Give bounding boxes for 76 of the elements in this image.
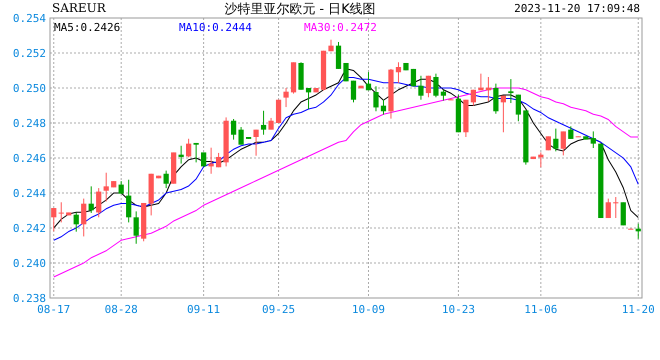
- candlestick: [440, 89, 446, 102]
- candlestick: [306, 88, 312, 110]
- candlestick: [200, 152, 206, 167]
- y-tick-label: 0.240: [12, 256, 46, 270]
- x-tick-label: 09-25: [262, 303, 296, 316]
- candlestick: [178, 145, 184, 164]
- candlestick: [486, 76, 492, 102]
- candlestick: [553, 128, 558, 152]
- candlestick: [568, 126, 574, 140]
- candlestick: [134, 210, 139, 244]
- candlestick: [493, 83, 498, 114]
- candlestick: [343, 62, 349, 82]
- candlestick: [470, 89, 476, 106]
- line-series: [53, 88, 639, 278]
- y-tick-label: 0.246: [12, 152, 46, 165]
- candlestick: [328, 39, 334, 52]
- candlestick: [126, 179, 132, 223]
- text: MA10:0.2444: [179, 20, 252, 34]
- candlestick: [560, 130, 566, 156]
- x-tick-label: 11-06: [524, 303, 558, 316]
- x-tick-label: 10-09: [352, 303, 386, 316]
- x-tick-label: 08-28: [104, 303, 138, 316]
- candlestick: [283, 88, 289, 108]
- candlestick: [164, 170, 169, 189]
- candlestick: [208, 147, 214, 174]
- candlestick: [373, 86, 379, 112]
- x-tick-label: 11-20: [622, 303, 655, 316]
- candlestick: [538, 152, 544, 168]
- candlestick: [216, 152, 222, 168]
- y-tick-label: 0.248: [12, 116, 46, 130]
- candlestick: [546, 136, 551, 151]
- candlestick: [186, 138, 192, 158]
- x-tick-label: 09-11: [187, 303, 220, 316]
- candlestick: [260, 110, 266, 136]
- candlestick: [238, 126, 244, 146]
- candlestick: [380, 99, 386, 116]
- y-tick-label: 0.250: [12, 82, 46, 95]
- candlestick: [350, 80, 356, 103]
- candlestick: [613, 196, 618, 219]
- candlestick: [58, 202, 64, 223]
- candlestick: [118, 180, 124, 194]
- y-tick-label: 0.242: [12, 222, 46, 235]
- y-tick-label: 0.252: [12, 46, 46, 60]
- candlestick: [336, 41, 342, 70]
- candlestick: [590, 130, 596, 149]
- y-tick-label: 0.244: [12, 186, 46, 200]
- candlestick: [606, 198, 611, 219]
- candlestick: [478, 73, 484, 91]
- x-tick-label: 08-17: [37, 303, 70, 316]
- candlestick: [396, 62, 402, 84]
- candlestick: [366, 72, 372, 91]
- candlestick: [253, 129, 259, 156]
- y-tick-label: 0.254: [12, 12, 46, 25]
- candlestick: [620, 202, 626, 226]
- candlestick: [516, 94, 521, 122]
- chart-subtitle: SAREUR: [52, 1, 107, 15]
- candlestick: [418, 75, 424, 100]
- text: MA5:0.2426: [54, 20, 120, 34]
- candlestick: [104, 172, 109, 202]
- candlestick: [88, 186, 94, 214]
- chart-title: 沙特里亚尔欧元 - 日K线图: [224, 2, 376, 17]
- text: MA30:0.2472: [304, 20, 377, 34]
- candlestick: [433, 73, 439, 98]
- candlestick: [500, 95, 506, 133]
- candlestick: [74, 212, 79, 232]
- x-tick-label: 10-23: [442, 303, 475, 316]
- candlestick: [636, 223, 641, 240]
- candlestick: [410, 68, 416, 87]
- candlestick: [426, 75, 432, 98]
- candlestick: [96, 188, 102, 218]
- candlestick: [230, 118, 236, 140]
- candlestick: [276, 99, 282, 124]
- candlestick: [51, 208, 56, 232]
- text: 2023-11-20 17:09:48: [514, 2, 640, 15]
- candlestick: [81, 198, 86, 237]
- y-tick-label: 0.238: [12, 292, 46, 305]
